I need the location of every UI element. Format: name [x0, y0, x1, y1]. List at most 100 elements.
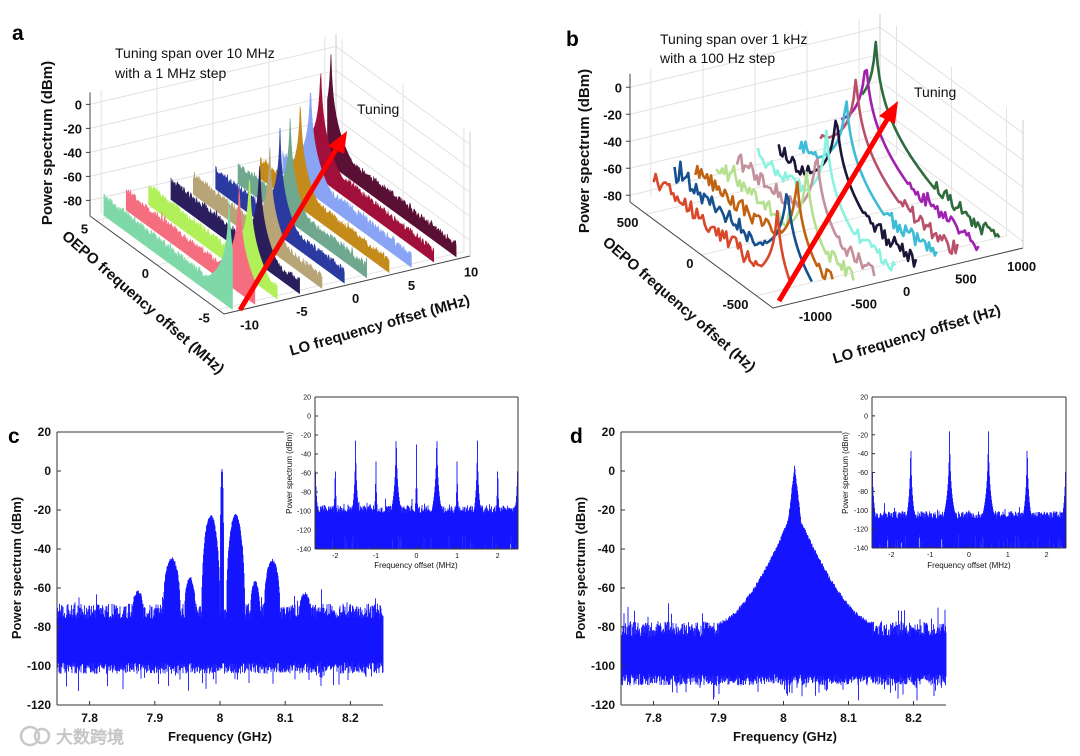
tick-labels: 0 -20 -40 -60 -80 5 0 -5 -10 -5 0 5 10 [63, 97, 478, 332]
x-tick-label: 8.1 [277, 711, 294, 725]
base-axes [89, 215, 471, 315]
x-tick-label: -1 [927, 552, 933, 559]
y-tick-label: -60 [301, 471, 311, 478]
spectrum-trace [840, 68, 980, 252]
panel-c-label: c [8, 425, 20, 448]
panel-b-annotation-line2: with a 100 Hz step [659, 50, 775, 66]
panel-c-inset: 20 0 -20 -40 -60 -80 -100 -120 -140 -2 -1 0 1 2 [284, 392, 522, 574]
spectrum-trace [860, 40, 1001, 239]
panel-d-label: d [570, 425, 583, 448]
tick-labels: 0 -20 -40 -60 -80 500 0 -500 -1000 -500 0 500 1000 [603, 80, 1036, 324]
x-tick-label: 7.8 [81, 711, 98, 725]
y-tick-label: -120 [591, 698, 615, 712]
z-tick-label: 0 [615, 80, 622, 95]
lo-tick-label: -5 [296, 304, 308, 319]
panel-c-y-axis-label: Power spectrum (dBm) [9, 497, 24, 639]
x-tick-label: 7.9 [710, 711, 727, 725]
panel-d-inset-x-axis-label: Frequency offset (MHz) [927, 561, 1011, 570]
spectrum-trace [756, 129, 897, 272]
y-tick-label: -80 [858, 489, 868, 496]
y-tick-label: -60 [598, 581, 616, 595]
oepo-tick-label: 0 [142, 266, 149, 281]
x-tick-label: -2 [332, 553, 338, 560]
x-tick-label: 8 [780, 711, 787, 725]
x-tick-label: 7.9 [146, 711, 163, 725]
lo-tick-label: 0 [352, 291, 359, 306]
spectrum-trace [652, 172, 793, 285]
z-tick-label: -80 [63, 193, 82, 208]
z-tick-label: -80 [603, 188, 622, 203]
y-tick-label: -100 [27, 659, 51, 673]
y-tick-label: -140 [297, 547, 311, 554]
lo-tick-label: 10 [464, 265, 478, 280]
y-tick-label: -120 [297, 528, 311, 535]
x-tick-label: 7.8 [645, 711, 662, 725]
floor-gridline [646, 153, 897, 215]
y-tick-label: 20 [303, 395, 311, 402]
floor-gridline [756, 235, 1007, 297]
y-tick-label: -40 [34, 542, 52, 556]
y-tick-label: 0 [44, 464, 51, 478]
spectrum-trace [673, 160, 813, 283]
x-tick-label: 1 [455, 553, 459, 560]
panel-b-z-axis-label: Power spectrum (dBm) [576, 69, 593, 233]
y-tick-label: -40 [598, 542, 616, 556]
y-tick-label: 20 [860, 395, 868, 402]
panel-a-tuning-arrow [237, 131, 347, 312]
spectrum-trace [715, 164, 855, 281]
spectrum-trace [304, 73, 435, 263]
lo-tick-label: -1000 [799, 309, 832, 324]
oepo-tick-label: -5 [198, 311, 210, 326]
z-tick-label: -40 [603, 134, 622, 149]
panel-d-plot-area: 20 0 -20 -40 -60 -80 -100 -120 7.8 7.9 8 8.1 8.2 [591, 425, 947, 725]
x-tick-label: 8 [217, 711, 224, 725]
x-tick-label: 8.2 [342, 711, 359, 725]
lo-tick-label: -500 [851, 297, 877, 312]
panel-c-inset-x-axis-label: Frequency offset (MHz) [374, 561, 458, 570]
axes [629, 13, 1024, 309]
panel-d-y-axis-label: Power spectrum (dBm) [573, 497, 588, 639]
spectrum-trace [777, 119, 918, 268]
y-tick-label: -40 [858, 451, 868, 458]
y-tick-label: -20 [34, 503, 52, 517]
oepo-tick-label: 5 [81, 221, 88, 236]
oepo-tick-label: 0 [686, 256, 693, 271]
panel-b-annotation-line1: Tuning span over 1 kHz [660, 31, 807, 47]
panel-a-label: a [12, 22, 24, 45]
watermark-logo-icon [19, 725, 41, 747]
y-tick-label: -60 [858, 470, 868, 477]
panel-a-annotation-line1: Tuning span over 10 MHz [115, 45, 275, 61]
y-tick-label: 0 [608, 464, 615, 478]
y-tick-label: -60 [34, 581, 52, 595]
panel-a-tuning-label: Tuning [357, 101, 399, 117]
panel-c-plot-area: 20 0 -20 -40 -60 -80 -100 -120 7.8 7.9 8 8.1 8.2 [27, 425, 384, 725]
x-tick-label: 0 [967, 552, 971, 559]
y-tick-label: -120 [27, 698, 51, 712]
spectrum-trace [103, 193, 233, 310]
y-tick-label: 0 [307, 414, 311, 421]
x-tick-label: 8.1 [840, 711, 857, 725]
z-tick-label: 0 [75, 97, 82, 112]
watermark-text: 大数跨境 [56, 727, 124, 748]
spectrum-trace [735, 153, 876, 277]
y-tick-label: -20 [301, 433, 311, 440]
y-tick-label: -140 [854, 546, 868, 553]
axes [89, 34, 471, 315]
y-tick-label: -40 [301, 452, 311, 459]
panel-a-z-axis-label: Power spectrum (dBm) [39, 61, 56, 225]
panel-d-x-axis-label: Frequency (GHz) [733, 729, 837, 744]
y-tick-label: -80 [34, 620, 52, 634]
z-tick-label: -60 [603, 161, 622, 176]
z-tick-label: -20 [63, 121, 82, 136]
y-tick-label: -100 [591, 659, 615, 673]
z-tick-label: -40 [63, 145, 82, 160]
panel-d-inset: 20 0 -20 -40 -60 -80 -100 -120 -140 -2 -1 0 1 2 [842, 392, 1072, 574]
x-tick-label: 8.2 [905, 711, 922, 725]
panel-b-tuning-arrow [776, 101, 898, 303]
z-tick-label: -60 [63, 169, 82, 184]
watermark: 大数跨境 [19, 725, 124, 748]
y-tick-label: -100 [854, 508, 868, 515]
